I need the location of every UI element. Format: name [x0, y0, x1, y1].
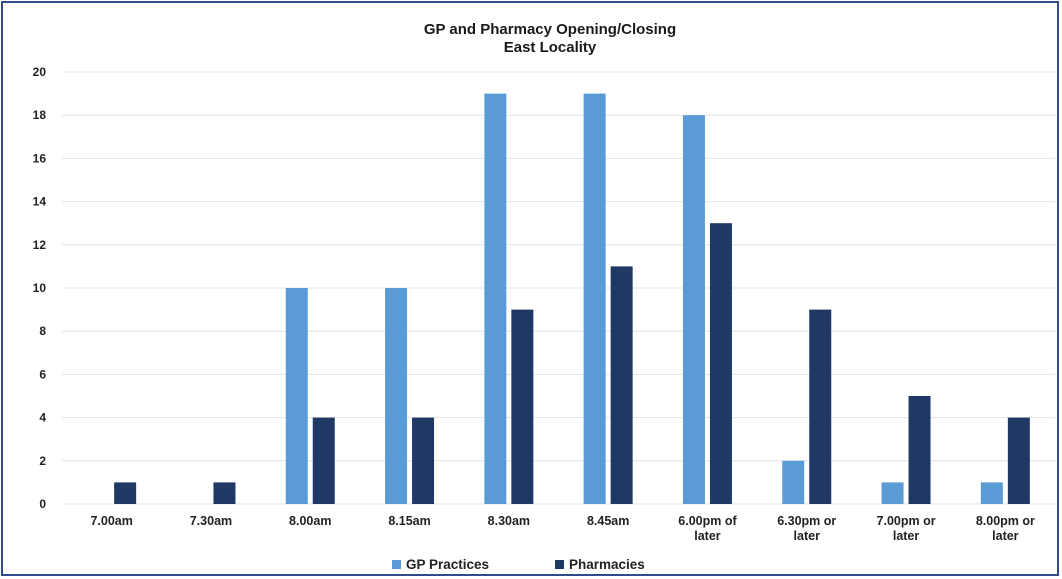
x-category-label: 8.30am — [488, 514, 530, 528]
bar-pharmacies — [511, 309, 534, 504]
x-category-label: later — [694, 529, 721, 543]
chart-title: GP and Pharmacy Opening/Closing — [424, 21, 676, 38]
x-category-label: 8.45am — [587, 514, 629, 528]
bar-pharmacies — [1007, 417, 1030, 504]
y-tick-label: 2 — [39, 454, 46, 468]
chart-subtitle: East Locality — [504, 39, 597, 56]
bars — [114, 93, 1030, 504]
bar-pharmacies — [213, 482, 236, 504]
bar-gp-practices — [583, 93, 606, 504]
y-tick-label: 6 — [39, 367, 46, 381]
legend-swatch — [555, 560, 564, 569]
bar-gp-practices — [980, 482, 1003, 504]
x-category-label: later — [893, 529, 920, 543]
bar-pharmacies — [809, 309, 832, 504]
gridlines — [62, 71, 1055, 505]
legend: GP Practices Pharmacies — [392, 557, 645, 572]
x-category-label: 6.30pm or — [777, 514, 836, 528]
y-axis-ticks: 0 2 4 6 8 10 12 14 16 18 20 — [33, 65, 47, 511]
bar-pharmacies — [412, 417, 435, 504]
y-tick-label: 14 — [33, 195, 47, 209]
y-tick-label: 18 — [33, 108, 47, 122]
chart-title-group: GP and Pharmacy Opening/Closing East Loc… — [424, 21, 676, 56]
x-category-label: 8.00pm or — [976, 514, 1035, 528]
bar-pharmacies — [610, 266, 633, 504]
bar-gp-practices — [682, 115, 705, 504]
bar-gp-practices — [782, 460, 805, 504]
y-tick-label: 20 — [33, 65, 47, 79]
bar-gp-practices — [285, 288, 308, 504]
bar-gp-practices — [385, 288, 408, 504]
x-category-label: 7.00pm or — [877, 514, 936, 528]
legend-label: Pharmacies — [569, 557, 645, 572]
bar-gp-practices — [881, 482, 904, 504]
bar-pharmacies — [709, 223, 732, 504]
x-category-label: 7.30am — [190, 514, 232, 528]
y-tick-label: 8 — [39, 324, 46, 338]
bar-gp-practices — [484, 93, 507, 504]
bar-pharmacies — [114, 482, 137, 504]
x-category-label: later — [992, 529, 1019, 543]
y-tick-label: 16 — [33, 151, 47, 165]
x-category-label: 7.00am — [90, 514, 132, 528]
bar-pharmacies — [312, 417, 335, 504]
y-tick-label: 4 — [39, 411, 46, 425]
legend-swatch — [392, 560, 401, 569]
bar-pharmacies — [908, 396, 931, 504]
x-category-label: 8.15am — [388, 514, 430, 528]
y-tick-label: 0 — [39, 497, 46, 511]
y-tick-label: 10 — [33, 281, 47, 295]
y-tick-label: 12 — [33, 238, 47, 252]
x-category-label: 8.00am — [289, 514, 331, 528]
x-category-label: 6.00pm of — [678, 514, 737, 528]
legend-label: GP Practices — [406, 557, 489, 572]
x-category-label: later — [794, 529, 821, 543]
x-axis-labels: 7.00am 7.30am 8.00am 8.15am 8.30am 8.45am 6.00… — [90, 514, 1035, 543]
